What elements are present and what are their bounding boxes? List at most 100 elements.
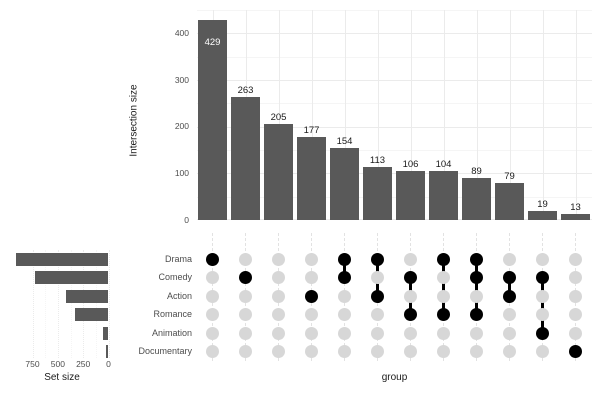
matrix-dot-empty — [503, 326, 516, 340]
bar-value-label: 429 — [204, 36, 221, 48]
gridline-minor — [197, 196, 592, 198]
bar-value-label: 205 — [270, 112, 287, 124]
intersection-bar-panel: 429 263 205 177 154 113 106 104 89 79 19 13 — [197, 10, 592, 220]
y-tick-label: 300 — [174, 74, 189, 85]
matrix-dot-empty — [503, 308, 516, 321]
setsize-grid-major — [108, 250, 110, 358]
bar-value-label: 19 — [537, 199, 548, 211]
setsize-tick-label: 0 — [106, 359, 111, 369]
intersection-bar — [561, 213, 590, 220]
matrix-dot-empty — [371, 345, 384, 358]
matrix-dot-empty — [437, 345, 450, 358]
matrix-dot-empty — [206, 308, 219, 321]
matrix-dot-empty — [206, 345, 219, 358]
matrix-dot-filled — [536, 326, 549, 340]
gridline-minor — [197, 10, 592, 11]
gridline-vertical — [278, 10, 280, 220]
matrix-connector-line — [508, 277, 511, 296]
y-tick-label: 200 — [174, 121, 189, 132]
matrix-dot-filled — [470, 252, 483, 266]
set-size-bar — [103, 326, 109, 340]
setsize-grid-minor — [95, 250, 97, 358]
set-size-bar — [66, 289, 109, 303]
intersection-bar — [231, 97, 260, 220]
set-size-bar — [75, 308, 109, 321]
matrix-dot-empty — [404, 289, 417, 303]
matrix-dot-empty — [437, 271, 450, 284]
gridline-vertical — [377, 10, 379, 220]
matrix-dot-empty — [272, 252, 285, 266]
matrix-dot-empty — [272, 308, 285, 321]
gridline-vertical — [575, 10, 577, 220]
bar-value-label: 177 — [303, 125, 320, 137]
setsize-grid-major — [57, 250, 59, 358]
matrix-dot-empty — [404, 345, 417, 358]
intersection-bar — [495, 183, 524, 220]
matrix-dot-filled — [338, 271, 351, 284]
matrix-dot-filled — [371, 289, 384, 303]
bar-value-label: 113 — [369, 155, 386, 167]
matrix-dot-filled — [569, 345, 582, 358]
matrix-dot-filled — [503, 289, 516, 303]
matrix-dot-filled — [470, 308, 483, 321]
gridline-major — [197, 80, 592, 81]
bar-value-label: 154 — [336, 136, 353, 148]
matrix-dot-empty — [338, 308, 351, 321]
setsize-tick-label: 750 — [25, 359, 40, 369]
matrix-dot-filled — [437, 308, 450, 321]
matrix-dot-empty — [569, 252, 582, 266]
matrix-connector-line — [541, 277, 544, 333]
matrix-dot-filled — [239, 271, 252, 284]
intersection-bar — [528, 211, 557, 220]
set-size-bar — [15, 252, 109, 266]
matrix-dot-empty — [536, 252, 549, 266]
setsize-tick-label: 250 — [76, 359, 91, 369]
matrix-row-label: Action — [166, 290, 192, 301]
matrix-dot-filled — [404, 308, 417, 321]
matrix-dot-empty — [569, 308, 582, 321]
matrix-dot-empty — [272, 345, 285, 358]
matrix-dot-empty — [536, 345, 549, 358]
matrix-row-label: Documentary — [138, 346, 192, 356]
gridline-vertical — [410, 10, 412, 220]
intersection-bar — [363, 167, 392, 220]
intersection-bar — [429, 171, 458, 220]
matrix-dot-empty — [239, 308, 252, 321]
gridline-minor — [197, 150, 592, 151]
matrix-dot-empty — [437, 289, 450, 303]
matrix-dot-filled — [371, 252, 384, 266]
set-size-bar — [34, 271, 109, 284]
gridline-vertical — [443, 10, 445, 220]
matrix-dot-empty — [239, 289, 252, 303]
matrix-dot-empty — [470, 326, 483, 340]
intersection-bar — [462, 178, 491, 220]
matrix-dot-empty — [239, 252, 252, 266]
matrix-dot-empty — [272, 289, 285, 303]
matrix-dot-filled — [536, 271, 549, 284]
gridline-major — [197, 126, 592, 128]
matrix-dot-empty — [272, 326, 285, 340]
matrix-dot-empty — [470, 345, 483, 358]
matrix-dot-filled — [437, 252, 450, 266]
gridline-vertical — [344, 10, 346, 220]
setsize-grid-minor — [45, 250, 47, 358]
matrix-dot-empty — [371, 308, 384, 321]
matrix-dot-empty — [272, 271, 285, 284]
matrix-dot-empty — [569, 271, 582, 284]
intersection-bar — [198, 19, 227, 220]
matrix-dot-empty — [305, 326, 318, 340]
matrix-dot-empty — [239, 326, 252, 340]
gridline-minor — [197, 103, 592, 105]
matrix-dot-empty — [569, 289, 582, 303]
intersection-bar — [330, 148, 359, 220]
matrix-dot-empty — [536, 289, 549, 303]
bar-value-label: 79 — [504, 171, 515, 183]
intersection-bar — [297, 137, 326, 220]
matrix-dot-empty — [536, 308, 549, 321]
setsize-grid-major — [32, 250, 34, 358]
bar-value-label: 89 — [471, 166, 482, 178]
matrix-dot-empty — [503, 252, 516, 266]
matrix-row-label: Drama — [164, 253, 192, 264]
matrix-connector-line — [442, 259, 445, 315]
matrix-row-label: Romance — [153, 309, 192, 319]
